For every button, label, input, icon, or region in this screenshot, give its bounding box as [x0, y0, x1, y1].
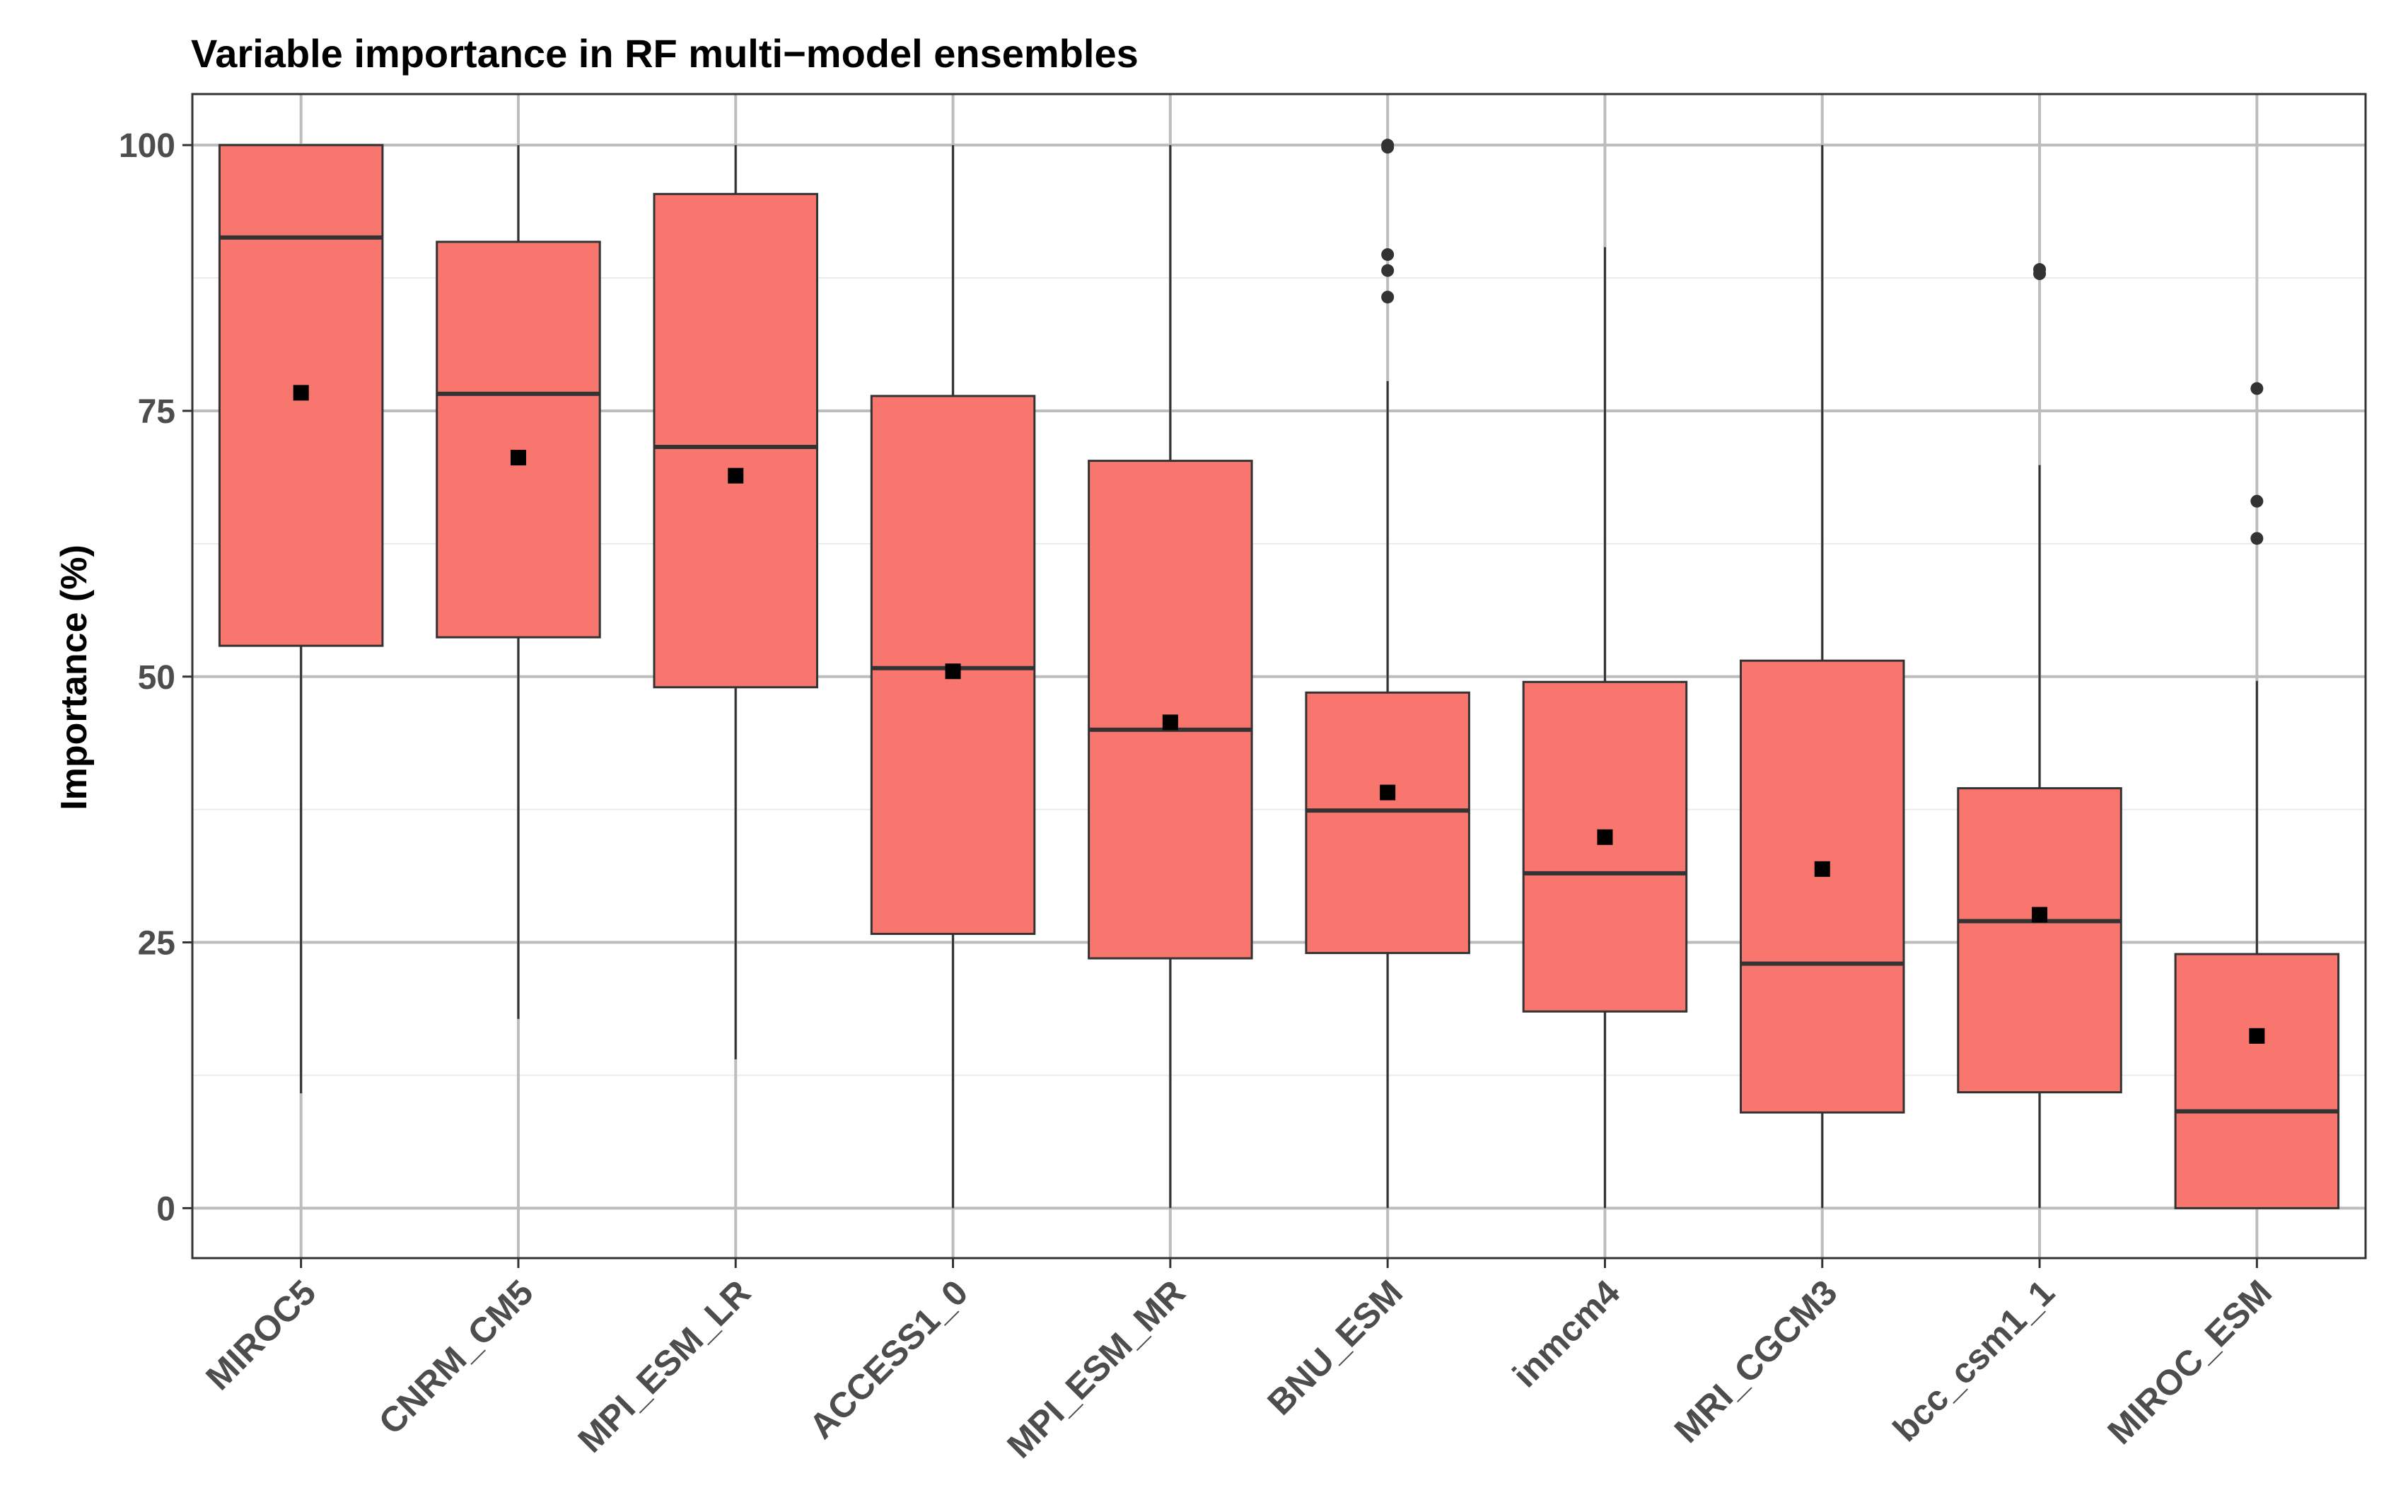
mean-marker: [1162, 714, 1178, 731]
mean-marker: [1814, 861, 1830, 877]
box-MIROC5: [218, 144, 384, 1094]
outlier-point: [2250, 494, 2264, 508]
box-CNRM_CM5: [436, 145, 601, 1019]
mean-marker: [2032, 907, 2048, 923]
mean-marker: [945, 663, 961, 680]
outlier-point: [1381, 291, 1395, 304]
chart-title: Variable importance in RF multi−model en…: [191, 31, 1139, 76]
iqr-box: [1740, 659, 1905, 1114]
outlier-point: [1381, 264, 1395, 277]
box-ACCESS1_0: [870, 145, 1036, 1209]
iqr-box: [1522, 680, 1688, 1013]
iqr-box: [1957, 787, 2122, 1094]
y-tick-label: 75: [138, 393, 175, 431]
mean-marker: [510, 450, 526, 466]
box-MPI_ESM_MR: [1088, 145, 1253, 1209]
outlier-point: [1381, 139, 1395, 152]
iqr-box: [1305, 691, 1470, 955]
y-axis-ticks: 0 25 50 75 100: [119, 127, 192, 1228]
outlier-point: [2033, 263, 2047, 277]
box-bcc_csm1_1: [1957, 263, 2122, 1209]
iqr-box: [436, 240, 601, 639]
iqr-box: [1088, 460, 1253, 960]
iqr-box: [653, 192, 818, 689]
mean-marker: [728, 467, 744, 484]
box-BNU_ESM: [1305, 139, 1470, 1209]
mean-marker: [1380, 784, 1396, 801]
outlier-point: [1381, 248, 1395, 261]
y-tick-label: 100: [119, 127, 175, 165]
box-series: [218, 139, 2340, 1209]
box-MPI_ESM_LR: [653, 145, 818, 1059]
outlier-point: [2250, 532, 2264, 545]
mean-marker: [1597, 829, 1613, 845]
box-MIROC_ESM: [2174, 382, 2340, 1209]
y-tick-label: 25: [138, 925, 175, 963]
box-inmcm4: [1522, 247, 1688, 1209]
y-axis-label: Importance (%): [54, 545, 95, 810]
mean-marker: [293, 385, 309, 401]
box-MRI_CGCM3: [1740, 145, 1905, 1209]
y-tick-label: 50: [138, 659, 175, 697]
mean-marker: [2249, 1028, 2265, 1044]
outlier-point: [2250, 382, 2264, 395]
iqr-box: [2174, 953, 2340, 1209]
y-tick-label: 0: [156, 1190, 175, 1228]
